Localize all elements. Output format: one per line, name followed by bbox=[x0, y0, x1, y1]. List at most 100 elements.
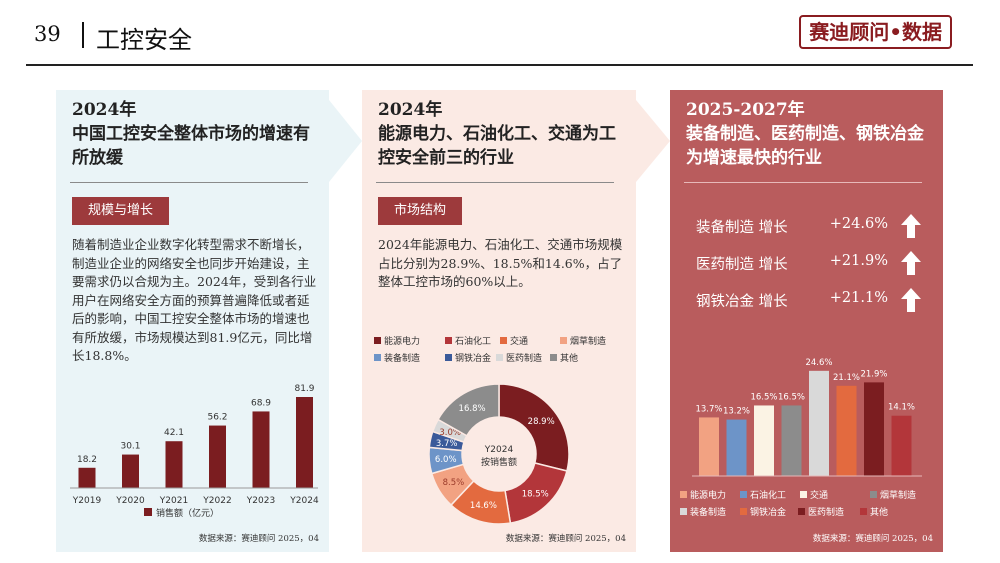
legend-label: 石油化工 bbox=[455, 335, 491, 347]
growth-row-pharma: 医药制造 增长 +21.9% bbox=[696, 251, 921, 277]
panel-title-text: 装备制造、医药制造、钢铁冶金为增速最快的行业 bbox=[686, 124, 924, 168]
data-label: 13.2% bbox=[723, 407, 750, 417]
legend-label: 医药制造 bbox=[506, 352, 542, 364]
legend-label: 能源电力 bbox=[690, 489, 726, 501]
legend-label: 烟草制造 bbox=[880, 489, 916, 501]
bar bbox=[122, 454, 139, 488]
bar bbox=[296, 397, 313, 488]
bar bbox=[252, 411, 270, 488]
bar bbox=[78, 467, 96, 488]
panel-title: 2024年 能源电力、石油化工、交通为工控安全前三的行业 bbox=[378, 98, 628, 170]
panel-market-growth: 2024年 中国工控安全整体市场的增速有所放缓 规模与增长 随着制造业企业数字化… bbox=[56, 90, 329, 552]
legend-swatch bbox=[740, 491, 747, 498]
growth-label: 装备制造 增长 bbox=[696, 220, 788, 236]
donut-slice bbox=[437, 383, 500, 437]
legend-swatch bbox=[445, 354, 452, 361]
up-arrow-icon bbox=[901, 214, 921, 238]
data-label: 42.1 bbox=[164, 428, 184, 438]
header-divider bbox=[26, 64, 973, 66]
slice-label: 3.0% bbox=[439, 428, 461, 438]
legend-label: 医药制造 bbox=[808, 506, 844, 518]
divider bbox=[376, 182, 614, 183]
bar bbox=[209, 425, 226, 488]
data-label: 30.1 bbox=[120, 442, 140, 452]
legend-label: 装备制造 bbox=[690, 506, 726, 518]
bar bbox=[809, 370, 829, 476]
legend-label: 石油化工 bbox=[750, 489, 786, 501]
legend-swatch bbox=[445, 337, 452, 344]
legend-label: 交通 bbox=[810, 489, 828, 501]
page-title: 工控安全 bbox=[96, 26, 192, 54]
bar bbox=[699, 417, 719, 476]
panel-title: 2025-2027年 装备制造、医药制造、钢铁冶金为增速最快的行业 bbox=[686, 98, 936, 170]
panel-title-year: 2024年 bbox=[378, 100, 443, 120]
flow-arrow-1 bbox=[329, 100, 362, 182]
up-arrow-icon bbox=[901, 288, 921, 312]
description-paragraph: 2024年能源电力、石油化工、交通市场规模占比分别为28.9%、18.5%和14… bbox=[378, 237, 623, 289]
data-source: 数据来源：赛迪顾问 2025，04 bbox=[812, 534, 933, 544]
bar bbox=[781, 405, 802, 476]
data-label: 81.9 bbox=[294, 384, 314, 394]
tick-label: Y2023 bbox=[246, 496, 275, 506]
data-source: 数据来源：赛迪顾问 2025，04 bbox=[198, 534, 319, 544]
legend-swatch bbox=[870, 491, 877, 498]
data-label: 21.1% bbox=[833, 373, 860, 383]
panel-growth-forecast: 2025-2027年 装备制造、医药制造、钢铁冶金为增速最快的行业 装备制造 增… bbox=[670, 90, 943, 552]
growth-value: +24.6% bbox=[829, 216, 888, 232]
legend-swatch bbox=[860, 508, 867, 515]
donut-slice bbox=[498, 383, 570, 472]
legend-swatch bbox=[680, 508, 687, 515]
panel-title-year: 2024年 bbox=[72, 100, 137, 120]
slice-label: 28.9% bbox=[528, 417, 555, 427]
growth-row-equipment: 装备制造 增长 +24.6% bbox=[696, 214, 921, 240]
slice-label: 8.5% bbox=[443, 478, 465, 488]
section-tag: 规模与增长 bbox=[72, 197, 170, 225]
legend-label: 钢铁冶金 bbox=[455, 352, 491, 364]
panel-market-structure: 2024年 能源电力、石油化工、交通为工控安全前三的行业 市场结构 2024年能… bbox=[362, 90, 636, 552]
legend-label: 装备制造 bbox=[384, 352, 420, 364]
data-label: 56.2 bbox=[207, 413, 227, 423]
description-paragraph: 随着制造业企业数字化转型需求不断增长，制造业企业的网络安全也同步开始建设，主要需… bbox=[72, 237, 317, 363]
divider bbox=[684, 182, 922, 183]
slice-label: 3.7% bbox=[436, 439, 458, 449]
data-label: 24.6% bbox=[805, 358, 832, 368]
growth-label: 医药制造 增长 bbox=[696, 257, 788, 273]
bar bbox=[864, 382, 884, 476]
growth-value: +21.1% bbox=[829, 290, 888, 306]
legend-swatch bbox=[740, 508, 747, 515]
tick-label: Y2024 bbox=[289, 496, 319, 506]
tick-label: Y2021 bbox=[159, 496, 188, 506]
data-label: 18.2 bbox=[77, 455, 97, 465]
legend-swatch bbox=[144, 508, 152, 516]
legend-label: 其他 bbox=[870, 506, 888, 518]
legend-swatch bbox=[496, 354, 503, 361]
donut-center-label: 按销售额 bbox=[481, 456, 517, 468]
legend-swatch bbox=[800, 491, 807, 498]
legend-label: 其他 bbox=[560, 352, 578, 364]
data-label: 21.9% bbox=[860, 369, 887, 379]
panel-title-text: 能源电力、石油化工、交通为工控安全前三的行业 bbox=[378, 124, 616, 168]
page-number: 39 bbox=[34, 22, 61, 46]
slice-label: 16.8% bbox=[459, 404, 486, 414]
legend-swatch bbox=[550, 354, 557, 361]
bar bbox=[891, 415, 912, 476]
legend-swatch bbox=[680, 491, 687, 498]
up-arrow-icon bbox=[901, 251, 921, 275]
panel-title-year: 2025-2027年 bbox=[686, 100, 805, 120]
legend-swatch bbox=[374, 337, 381, 344]
data-label: 16.5% bbox=[750, 392, 777, 402]
market-size-bar-chart: 18.2 Y2019 30.1 Y2020 42.1 Y2021 56.2 Y2022 68.9… bbox=[70, 384, 319, 519]
legend-label: 交通 bbox=[510, 335, 528, 347]
section-tag: 市场结构 bbox=[378, 197, 463, 225]
slice-label: 14.6% bbox=[470, 501, 497, 511]
tick-label: Y2019 bbox=[72, 496, 102, 506]
growth-rate-bar-chart: 13.7% 13.2%16.5% 16.5%24.6%21.1% 21.9%14.1%… bbox=[680, 358, 922, 518]
data-label: 13.7% bbox=[695, 404, 722, 414]
legend-swatch bbox=[560, 337, 567, 344]
brand-logo: 赛迪顾问•数据 bbox=[799, 15, 952, 49]
legend-swatch bbox=[500, 337, 507, 344]
flow-arrow-2 bbox=[636, 100, 670, 182]
data-label: 16.5% bbox=[778, 392, 805, 402]
legend-swatch bbox=[374, 354, 381, 361]
tick-label: Y2022 bbox=[202, 496, 231, 506]
